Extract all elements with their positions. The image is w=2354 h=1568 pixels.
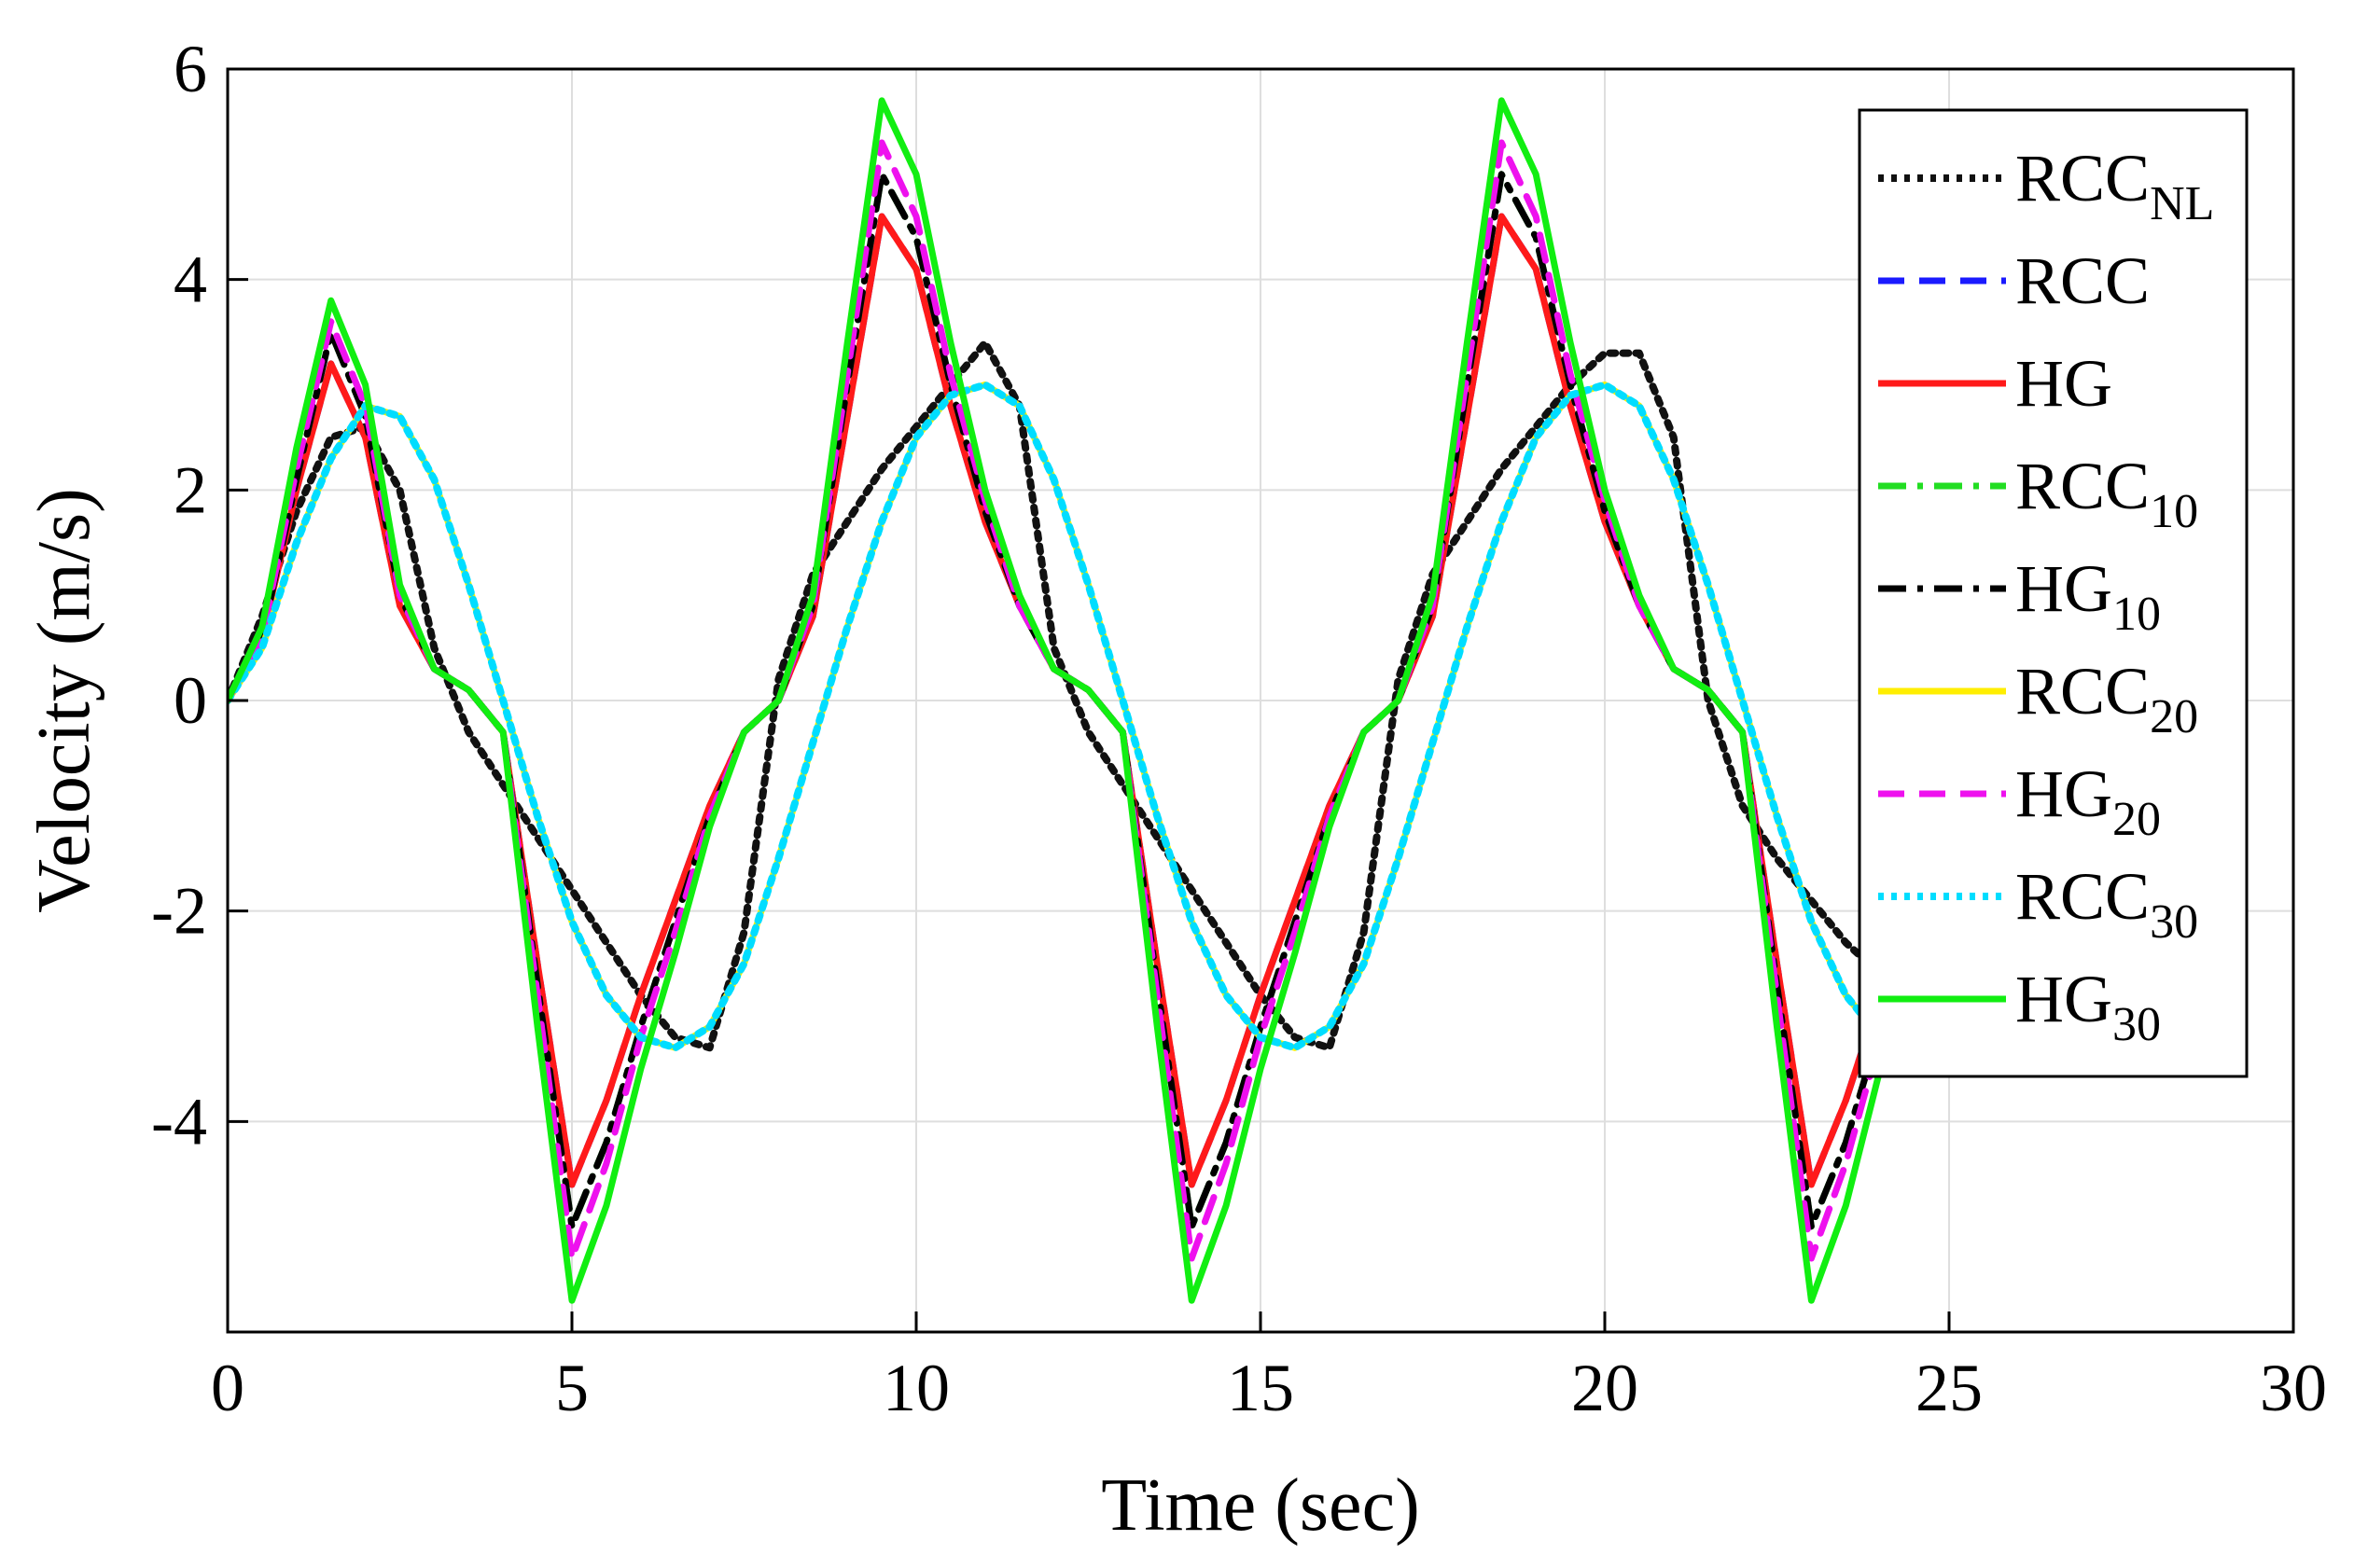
legend-label: HG10 — [2015, 551, 2161, 641]
legend-label-base: RCC — [2015, 449, 2150, 523]
legend-label: RCC20 — [2015, 654, 2198, 743]
legend-label-base: RCC — [2015, 654, 2150, 728]
series-line-hg-20 — [228, 139, 1884, 1262]
legend-box — [1858, 108, 2249, 1078]
series-group — [228, 97, 1885, 1304]
ticks: 0 5 10 15 20 25 30 -4 -2 0 2 4 6 — [151, 32, 2327, 1425]
x-tick-label: 20 — [1571, 1351, 1638, 1425]
y-tick-label: -4 — [151, 1084, 207, 1159]
legend-label-base: RCC — [2015, 141, 2150, 215]
legend-label-subscript: 30 — [2150, 895, 2198, 949]
legend-label-subscript: 20 — [2112, 793, 2161, 846]
y-tick-label: 4 — [174, 243, 207, 317]
legend-label-base: HG — [2015, 756, 2112, 831]
y-tick-label: 6 — [174, 32, 207, 106]
legend-label-base: HG — [2015, 962, 2112, 1036]
legend-label-subscript: 10 — [2112, 588, 2161, 641]
legend-label: RCC10 — [2015, 449, 2198, 538]
x-tick-label: 5 — [555, 1351, 589, 1425]
legend-label: HG30 — [2015, 962, 2161, 1051]
legend-label-base: HG — [2015, 551, 2112, 626]
legend-label-subscript: 10 — [2150, 485, 2198, 538]
series-line-rcc-30 — [228, 381, 1885, 1052]
series-line-hg-30 — [228, 97, 1884, 1304]
legend-label-base: RCC — [2015, 243, 2150, 318]
legend-label-subscript: NL — [2150, 177, 2214, 230]
legend-label: RCC — [2015, 243, 2150, 318]
legend-label: RCCNL — [2015, 141, 2214, 230]
x-axis-title: Time (sec) — [1101, 1464, 1419, 1547]
x-tick-label: 15 — [1227, 1351, 1294, 1425]
legend-label: RCC30 — [2015, 859, 2198, 949]
legend-label-base: HG — [2015, 346, 2112, 421]
legend-label-subscript: 30 — [2112, 998, 2161, 1051]
series-line-rcc-nl — [228, 339, 1885, 1052]
legend-label: HG — [2015, 346, 2112, 421]
x-tick-label: 25 — [1915, 1351, 1983, 1425]
y-axis-title: Velocity (m/s) — [23, 488, 105, 912]
x-tick-label: 30 — [2260, 1351, 2327, 1425]
y-tick-label: 0 — [174, 663, 207, 738]
x-tick-label: 10 — [883, 1351, 950, 1425]
x-tick-label: 0 — [211, 1351, 244, 1425]
y-tick-label: -2 — [151, 874, 207, 949]
legend-label: HG20 — [2015, 756, 2161, 846]
legend-label-subscript: 20 — [2150, 690, 2198, 743]
legend-label-base: RCC — [2015, 859, 2150, 934]
y-tick-label: 2 — [174, 452, 207, 527]
